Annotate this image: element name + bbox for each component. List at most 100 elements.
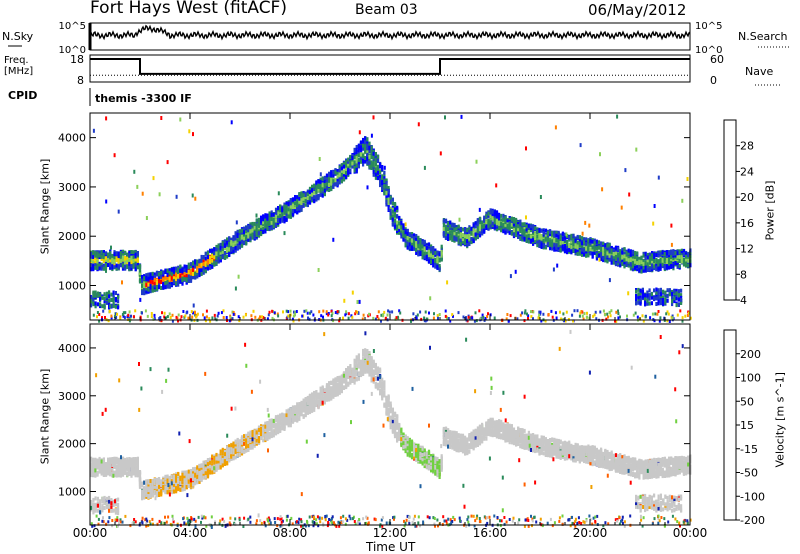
power-echo-cell xyxy=(347,168,350,173)
power-echo-cell xyxy=(226,254,229,259)
power-echo-cell xyxy=(674,251,677,256)
power-echo-cell xyxy=(398,216,401,221)
power-echo-cell xyxy=(342,173,346,178)
power-echo-cell xyxy=(396,220,399,225)
power-echo-cell xyxy=(124,250,127,255)
power-echo-cell xyxy=(651,265,654,270)
power-echo-cell xyxy=(232,237,235,242)
power-echo-cell xyxy=(665,260,669,265)
power-echo-cell xyxy=(453,231,456,236)
power-echo-cell xyxy=(226,248,229,253)
power-echo-cell xyxy=(359,159,363,164)
power-echo-cell xyxy=(534,226,537,231)
power-echo-cell xyxy=(362,162,365,167)
power-lower-patch-cell xyxy=(103,305,106,310)
power-echo-cell xyxy=(119,255,122,260)
power-echo-cell xyxy=(313,183,316,188)
power-echo-cell xyxy=(376,166,380,171)
power-echo-cell xyxy=(349,160,352,165)
power-echo-cell xyxy=(574,242,577,247)
power-echo-cell xyxy=(425,246,428,251)
power-echo-cell xyxy=(576,245,579,250)
power-echo-cell xyxy=(457,235,460,240)
power-echo-cell xyxy=(680,255,683,260)
power-echo-cell xyxy=(315,188,318,193)
power-echo-cell xyxy=(342,170,346,175)
power-echo-cell xyxy=(355,156,358,161)
power-echo-cell xyxy=(359,145,363,150)
power-echo-cell xyxy=(485,211,488,216)
power-echo-cell xyxy=(300,205,303,210)
power-echo-cell xyxy=(115,256,118,261)
freq-label: Freq. [MHz] xyxy=(4,55,33,77)
noise-sky-line xyxy=(89,24,691,41)
power-echo-cell xyxy=(308,190,312,195)
power-echo-cell xyxy=(604,258,607,263)
power-echo-cell xyxy=(604,243,607,248)
power-echo-cell xyxy=(264,228,267,233)
power-echo-cell xyxy=(121,266,125,271)
power-echo-cell xyxy=(328,187,331,192)
power-echo-cell xyxy=(134,267,137,272)
power-echo-cell xyxy=(109,263,112,268)
power-echo-cell xyxy=(285,208,288,213)
power-lower-patch-cell xyxy=(637,287,640,292)
power-echo-cell xyxy=(466,233,469,238)
power-echo-cell xyxy=(138,271,142,276)
power-echo-cell xyxy=(563,244,567,248)
power-echo-cell xyxy=(614,245,618,250)
power-echo-cell xyxy=(546,239,550,244)
power-echo-cell xyxy=(134,257,137,262)
power-echo-cell xyxy=(96,257,99,262)
power-echo-cell xyxy=(527,230,530,234)
power-echo-cell xyxy=(313,198,316,203)
power-echo-cell xyxy=(325,181,329,186)
power-echo-cell xyxy=(413,233,416,238)
power-echo-cell xyxy=(425,251,428,256)
power-echo-cell xyxy=(368,149,371,154)
power-echo-cell xyxy=(332,184,335,189)
power-echo-cell xyxy=(668,251,671,256)
power-echo-cell xyxy=(143,276,146,281)
power-echo-cell xyxy=(209,255,212,260)
power-echo-cell xyxy=(372,169,375,174)
power-echo-cell xyxy=(145,275,148,280)
power-echo-cell xyxy=(457,229,460,234)
power-echo-cell xyxy=(614,251,618,256)
power-echo-cell xyxy=(302,203,305,208)
power-echo-cell xyxy=(232,249,235,254)
power-echo-cell xyxy=(217,250,220,255)
power-lower-patch-cell xyxy=(655,287,658,292)
power-echo-cell xyxy=(383,191,386,196)
power-echo-cell xyxy=(532,238,535,243)
power-echo-cell xyxy=(102,252,105,257)
power-echo-cell xyxy=(489,224,492,229)
power-echo-cell xyxy=(340,172,343,177)
power-echo-cell xyxy=(682,252,686,257)
power-echo-cell xyxy=(304,199,307,203)
power-echo-cell xyxy=(128,261,131,266)
power-echo-cell xyxy=(374,172,377,177)
power-echo-cell xyxy=(289,204,292,209)
power-echo-cell xyxy=(629,261,632,266)
power-echo-cell xyxy=(272,221,275,226)
power-echo-cell xyxy=(646,262,649,267)
power-lower-patch-cell xyxy=(112,290,115,295)
power-echo-cell xyxy=(249,232,252,237)
power-echo-cell xyxy=(512,225,516,230)
power-echo-cell xyxy=(328,176,331,181)
power-echo-cell xyxy=(451,232,454,237)
power-echo-cell xyxy=(515,229,518,234)
power-echo-cell xyxy=(345,164,348,169)
power-lower-patch-cell xyxy=(635,301,638,306)
power-lower-patch-cell xyxy=(103,296,106,301)
power-echo-cell xyxy=(147,282,150,287)
power-echo-cell xyxy=(376,175,380,180)
power-echo-cell xyxy=(179,264,182,269)
power-lower-patch-cell xyxy=(114,304,117,309)
power-echo-cell xyxy=(406,228,409,233)
power-echo-cell xyxy=(570,244,573,249)
power-lower-patch-cell xyxy=(114,297,117,301)
power-echo-cell xyxy=(345,167,348,172)
power-echo-cell xyxy=(262,215,265,219)
